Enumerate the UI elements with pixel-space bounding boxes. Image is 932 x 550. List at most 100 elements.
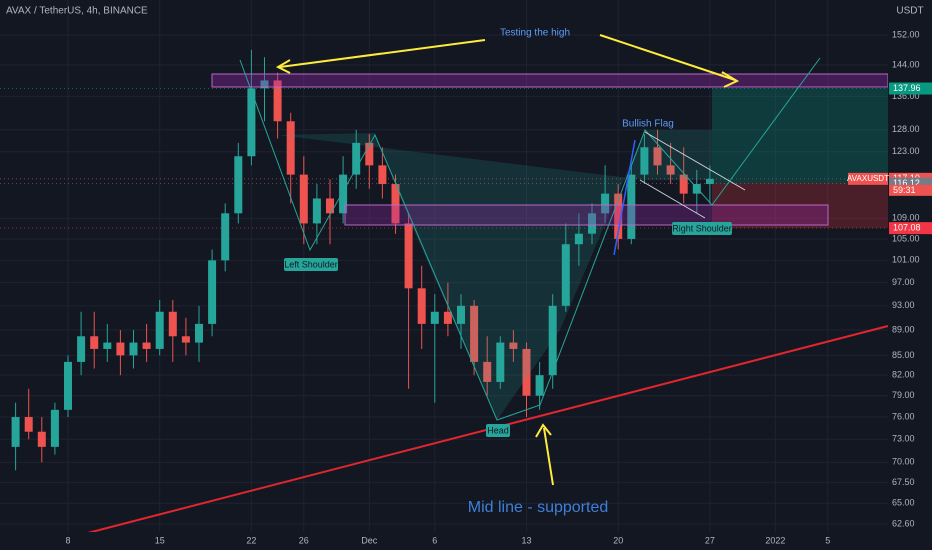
x-tick-label: 6 — [432, 535, 437, 545]
x-tick-label: 2022 — [765, 535, 785, 545]
annotation: Testing the high — [500, 28, 570, 39]
candle-body — [181, 336, 190, 343]
y-tick-label: 79.00 — [892, 390, 915, 400]
candle-body — [50, 409, 59, 447]
candle-body — [155, 311, 164, 349]
candle-body — [483, 361, 492, 382]
candle-body — [24, 417, 33, 432]
tag-box — [284, 258, 338, 271]
x-tick-label: 15 — [155, 535, 165, 545]
drawings — [79, 34, 889, 536]
candle-body — [470, 305, 479, 362]
neckline-zone — [344, 204, 829, 226]
candle-body — [457, 305, 465, 324]
candle-body — [561, 244, 570, 306]
candle-body — [378, 165, 387, 185]
candle-body — [430, 311, 439, 324]
y-tick-label: 73.00 — [892, 434, 915, 444]
price-badge-label: 116.12 — [893, 178, 920, 188]
chart-title: AVAX / TetherUS, 4h, BINANCE — [6, 6, 148, 17]
candle-body — [37, 431, 46, 447]
candle-body — [77, 336, 86, 362]
y-tick-label: 93.00 — [892, 300, 915, 310]
annotation: Left Shoulder — [284, 259, 338, 269]
flag-line — [644, 131, 746, 191]
y-tick-label: 85.00 — [892, 350, 915, 360]
y-tick-label: 65.00 — [892, 498, 915, 508]
symbol-badge — [848, 172, 888, 185]
y-tick-label: 128.00 — [892, 124, 920, 134]
candle-body — [326, 198, 334, 214]
arrow-head — [275, 59, 291, 74]
y-tick-label: 76.00 — [892, 411, 915, 421]
x-tick-label: 5 — [825, 535, 830, 545]
price-badge — [889, 222, 932, 235]
y-tick-label: 152.00 — [892, 29, 920, 39]
candle-body — [574, 233, 583, 245]
candle-body — [391, 184, 400, 224]
price-badge-label: 137.96 — [893, 83, 921, 93]
candle-body — [299, 174, 308, 224]
y-tick-label: 62.60 — [892, 518, 915, 528]
candle-body — [417, 288, 426, 324]
candle-body — [509, 342, 518, 349]
candle-body — [234, 156, 243, 214]
flag-line — [639, 179, 706, 219]
annotation: Right Shoulder — [672, 223, 732, 233]
y-tick-label: 105.00 — [892, 233, 920, 243]
y-tick-label: 82.00 — [892, 370, 915, 380]
y-tick-label: 89.00 — [892, 324, 915, 334]
pattern-line — [239, 57, 821, 421]
y-tick-label: 70.00 — [892, 457, 915, 467]
candle-body — [666, 165, 675, 175]
candle-body — [352, 142, 361, 175]
symbol-badge-label: AVAXUSDT — [847, 174, 889, 183]
candle-body — [653, 147, 662, 166]
target-zone — [712, 88, 888, 183]
pattern-zone — [278, 130, 712, 420]
candle-body — [614, 193, 623, 239]
candle-body — [286, 121, 295, 175]
candle-body — [247, 88, 256, 157]
candle-body — [312, 198, 321, 224]
y-tick-label: 101.00 — [892, 255, 920, 265]
y-tick-label: 136.00 — [892, 91, 920, 101]
axes: 152.00 144.00 136.00 128.00 123.00 109.00 105.… — [65, 29, 932, 545]
y-tick-label: 67.50 — [892, 477, 915, 487]
candle-body — [195, 323, 203, 343]
x-tick-label: Dec — [361, 535, 378, 545]
tag: Left Shoulder Head Right Shoulder — [284, 222, 732, 437]
candle-body — [64, 361, 72, 410]
x-tick-label: 8 — [65, 535, 70, 545]
candle-body — [640, 147, 649, 175]
candle-body — [11, 417, 20, 447]
candle-body — [273, 80, 282, 122]
y-tick-label: 109.00 — [892, 213, 920, 223]
tag-box — [486, 424, 510, 437]
y-tick-label: 123.00 — [892, 146, 920, 156]
candle-body — [522, 348, 531, 396]
x-tick-label: 22 — [246, 535, 256, 545]
price-badge — [889, 82, 932, 95]
countdown: 59:31 — [893, 185, 916, 195]
arrow — [543, 427, 554, 486]
candle-body — [692, 184, 701, 194]
candle-body — [129, 342, 138, 356]
annotation: Bullish Flag — [622, 119, 674, 130]
time-axis — [0, 532, 932, 550]
candle-body — [260, 80, 269, 89]
candle-body — [116, 342, 125, 356]
candle-body — [601, 193, 610, 214]
resistance-zone — [211, 73, 889, 88]
candle-body — [339, 174, 348, 214]
y-tick-label: 97.00 — [892, 277, 915, 287]
arrow-head — [535, 423, 552, 438]
candle-body — [404, 223, 413, 289]
candle-body — [679, 174, 688, 194]
trend-line — [79, 325, 889, 536]
x-tick-label: 26 — [299, 535, 309, 545]
x-tick-label: 27 — [705, 535, 715, 545]
candle-body — [221, 213, 230, 261]
candle-body — [365, 142, 374, 166]
